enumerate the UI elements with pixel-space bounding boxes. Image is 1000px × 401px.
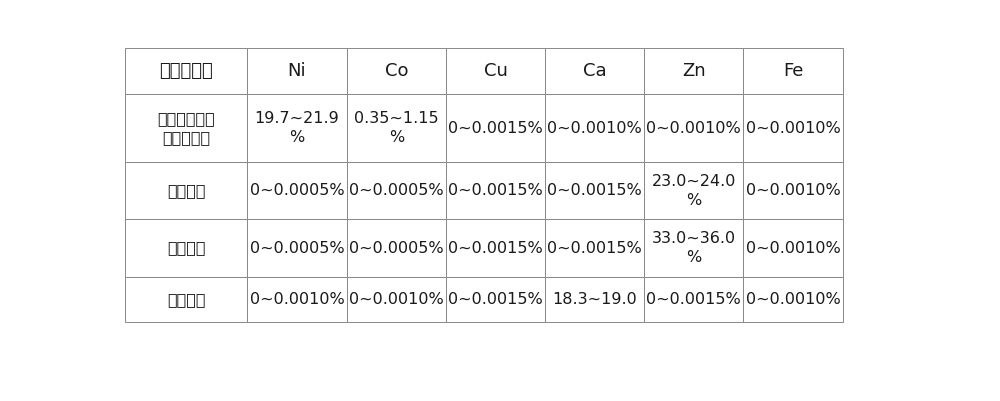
Bar bbox=[125, 277, 247, 322]
Text: 0~0.0015%: 0~0.0015% bbox=[547, 183, 642, 198]
Bar bbox=[446, 94, 545, 162]
Text: 19.7~21.9
%: 19.7~21.9 % bbox=[255, 111, 339, 146]
Text: Fe: Fe bbox=[783, 62, 803, 80]
Text: 0~0.0015%: 0~0.0015% bbox=[448, 241, 543, 255]
Text: 盐产品名称: 盐产品名称 bbox=[159, 62, 213, 80]
Bar bbox=[545, 94, 644, 162]
Text: Ca: Ca bbox=[583, 62, 606, 80]
Bar bbox=[644, 94, 743, 162]
Text: Cu: Cu bbox=[484, 62, 507, 80]
Text: 0~0.0015%: 0~0.0015% bbox=[646, 292, 741, 307]
Text: 0~0.0010%: 0~0.0010% bbox=[349, 292, 444, 307]
Text: 18.3~19.0: 18.3~19.0 bbox=[552, 292, 637, 307]
Bar bbox=[125, 219, 247, 277]
Bar bbox=[446, 277, 545, 322]
Text: 0~0.0005%: 0~0.0005% bbox=[349, 183, 444, 198]
Text: 0~0.0010%: 0~0.0010% bbox=[746, 241, 840, 255]
Bar bbox=[545, 48, 644, 94]
Bar bbox=[743, 94, 843, 162]
Bar bbox=[125, 48, 247, 94]
Text: 0~0.0010%: 0~0.0010% bbox=[746, 183, 840, 198]
Text: 硫酸镍硫酸钴
二元混合盐: 硫酸镍硫酸钴 二元混合盐 bbox=[157, 111, 215, 146]
Text: 0~0.0010%: 0~0.0010% bbox=[547, 121, 642, 136]
Text: 0~0.0015%: 0~0.0015% bbox=[448, 292, 543, 307]
Text: 0~0.0010%: 0~0.0010% bbox=[746, 292, 840, 307]
Text: 0.35~1.15
%: 0.35~1.15 % bbox=[354, 111, 439, 146]
Text: 23.0~24.0
%: 23.0~24.0 % bbox=[652, 174, 736, 209]
Bar bbox=[446, 162, 545, 219]
Bar bbox=[545, 277, 644, 322]
Bar bbox=[446, 48, 545, 94]
Text: 0~0.0005%: 0~0.0005% bbox=[349, 241, 444, 255]
Text: 33.0~36.0
%: 33.0~36.0 % bbox=[652, 231, 736, 265]
Bar bbox=[247, 162, 347, 219]
Text: Ni: Ni bbox=[288, 62, 306, 80]
Bar bbox=[347, 219, 446, 277]
Bar bbox=[545, 219, 644, 277]
Text: 0~0.0015%: 0~0.0015% bbox=[448, 183, 543, 198]
Bar bbox=[446, 219, 545, 277]
Text: Zn: Zn bbox=[682, 62, 706, 80]
Bar bbox=[644, 219, 743, 277]
Bar bbox=[644, 162, 743, 219]
Text: 硫酸锌盐: 硫酸锌盐 bbox=[167, 183, 205, 198]
Bar bbox=[347, 94, 446, 162]
Bar bbox=[347, 277, 446, 322]
Text: 0~0.0005%: 0~0.0005% bbox=[250, 241, 344, 255]
Text: 0~0.0010%: 0~0.0010% bbox=[646, 121, 741, 136]
Bar bbox=[545, 162, 644, 219]
Bar bbox=[743, 277, 843, 322]
Bar bbox=[247, 277, 347, 322]
Text: 氯化锌盐: 氯化锌盐 bbox=[167, 241, 205, 255]
Text: 0~0.0015%: 0~0.0015% bbox=[547, 241, 642, 255]
Bar bbox=[644, 277, 743, 322]
Bar bbox=[247, 94, 347, 162]
Text: Co: Co bbox=[384, 62, 408, 80]
Bar bbox=[743, 48, 843, 94]
Bar bbox=[247, 219, 347, 277]
Bar bbox=[347, 162, 446, 219]
Bar bbox=[743, 219, 843, 277]
Text: 0~0.0005%: 0~0.0005% bbox=[250, 183, 344, 198]
Bar bbox=[247, 48, 347, 94]
Text: 0~0.0010%: 0~0.0010% bbox=[746, 121, 840, 136]
Bar bbox=[347, 48, 446, 94]
Text: 0~0.0010%: 0~0.0010% bbox=[250, 292, 344, 307]
Bar bbox=[743, 162, 843, 219]
Bar bbox=[125, 162, 247, 219]
Text: 0~0.0015%: 0~0.0015% bbox=[448, 121, 543, 136]
Bar bbox=[644, 48, 743, 94]
Text: 氯化钙盐: 氯化钙盐 bbox=[167, 292, 205, 307]
Bar bbox=[125, 94, 247, 162]
